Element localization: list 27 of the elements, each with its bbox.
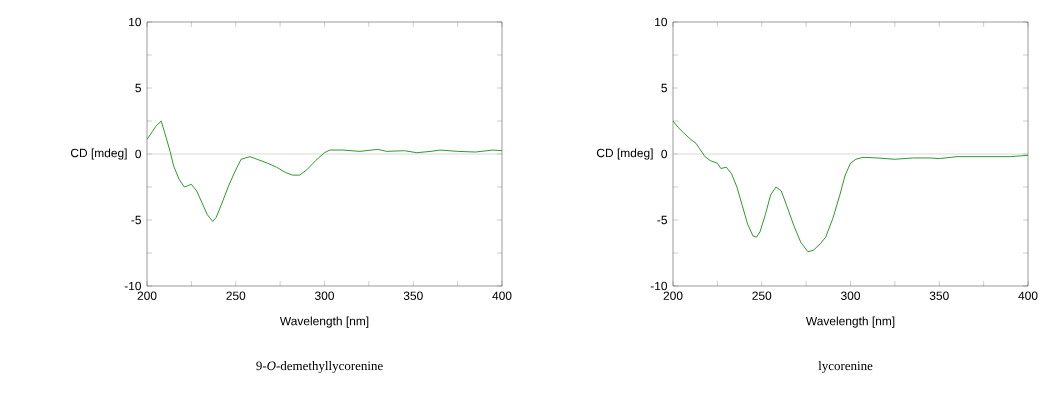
y-tick-label: -10 [650, 281, 668, 291]
x-tick-label: 300 [314, 291, 335, 300]
x-tick-label: 400 [1018, 291, 1038, 300]
y-tick-label: -10 [124, 281, 142, 291]
y-tick-label: 10 [655, 17, 668, 27]
x-axis-title: Wavelength [nm] [279, 316, 369, 328]
line-series [147, 120, 503, 222]
x-tick-label: 200 [663, 291, 683, 300]
y-axis-title: CD [mdeg] [596, 148, 653, 160]
x-tick-label: 350 [403, 291, 423, 300]
y-tick-label: 0 [135, 149, 142, 159]
y-tick-label: -5 [131, 215, 141, 225]
y-tick-label: 10 [129, 17, 142, 27]
y-tick-label: 5 [661, 83, 667, 93]
y-axis-title: CD [mdeg] [70, 148, 127, 160]
text: lycorenine [818, 361, 873, 373]
x-tick-label: 300 [840, 291, 861, 300]
x-tick-label: 250 [226, 291, 246, 300]
x-tick-label: 350 [929, 291, 949, 300]
y-tick-label: 0 [661, 149, 668, 159]
x-tick-label: 250 [752, 291, 772, 300]
y-tick-label: -5 [657, 215, 667, 225]
x-tick-label: 200 [137, 291, 157, 300]
x-axis-title: Wavelength [nm] [805, 316, 895, 328]
text: 9-O-demethyllycorenine [256, 361, 383, 373]
x-tick-label: 400 [492, 291, 512, 300]
y-tick-label: 5 [135, 83, 141, 93]
